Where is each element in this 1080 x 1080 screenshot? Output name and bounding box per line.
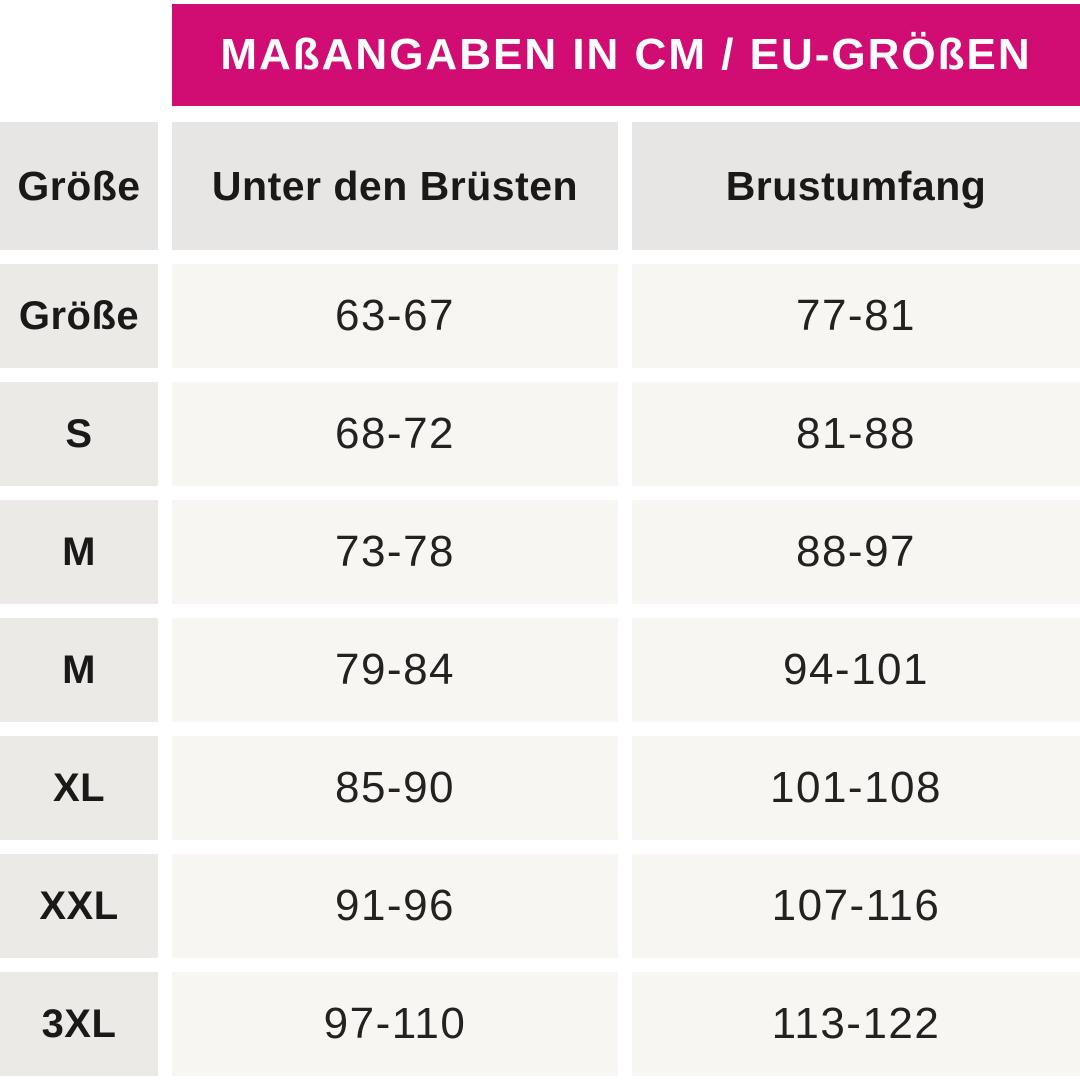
bust-value: 77-81 [632,264,1080,368]
size-label: Größe [0,264,158,368]
size-label: M [0,618,158,722]
under-bust-value: 91-96 [172,854,618,958]
under-bust-value: 79-84 [172,618,618,722]
size-label: M [0,500,158,604]
size-label: XXL [0,854,158,958]
under-bust-value: 63-67 [172,264,618,368]
size-table: Größe Unter den Brüsten Brustumfang Größ… [0,122,1080,1076]
under-bust-value: 97-110 [172,972,618,1076]
column-header-size: Größe [0,122,158,250]
bust-value: 81-88 [632,382,1080,486]
bust-value: 94-101 [632,618,1080,722]
bust-value: 107-116 [632,854,1080,958]
column-header-bust: Brustumfang [632,122,1080,250]
under-bust-value: 73-78 [172,500,618,604]
title-banner: MAßANGABEN IN CM / EU-GRÖßEN [172,4,1080,106]
column-header-under-bust: Unter den Brüsten [172,122,618,250]
under-bust-value: 85-90 [172,736,618,840]
size-label: 3XL [0,972,158,1076]
bust-value: 113-122 [632,972,1080,1076]
size-label: S [0,382,158,486]
size-label: XL [0,736,158,840]
bust-value: 101-108 [632,736,1080,840]
under-bust-value: 68-72 [172,382,618,486]
bust-value: 88-97 [632,500,1080,604]
page-title: MAßANGABEN IN CM / EU-GRÖßEN [220,30,1032,79]
